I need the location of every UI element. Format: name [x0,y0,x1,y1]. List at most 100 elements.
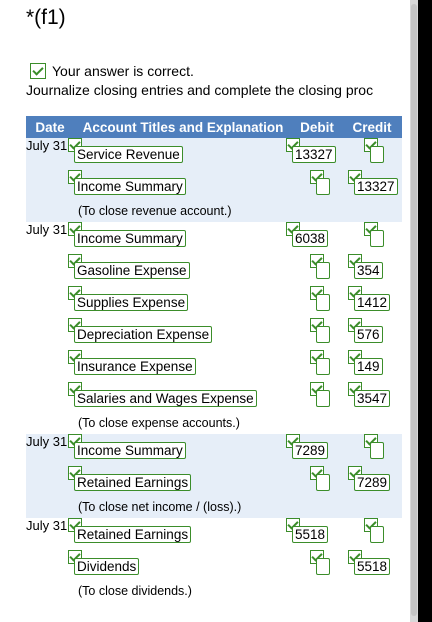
entry-date: July 31 [26,518,74,550]
debit-amount-field[interactable] [316,558,330,575]
memo-cell: (To close net income / (loss).) [74,498,402,518]
memo-row: (To close net income / (loss).) [26,498,402,518]
memo-cell: (To close dividends.) [74,582,402,602]
credit-amount-field[interactable] [370,146,384,163]
credit-amount-field[interactable] [370,442,384,459]
debit-amount-field[interactable] [316,262,330,279]
journal-line: July 31 Income Summary 6038 [26,222,402,254]
credit-cell: 576 [342,318,402,350]
date-cell-empty [26,350,74,382]
memo-date-empty [26,498,74,518]
debit-amount-field[interactable]: 5518 [292,526,329,543]
credit-amount-field[interactable]: 576 [354,326,383,343]
account-title-field[interactable]: Retained Earnings [74,526,192,543]
debit-cell [292,550,342,582]
memo-cell: (To close revenue account.) [74,202,402,222]
header-credit: Credit [342,116,402,138]
account-title-field[interactable]: Salaries and Wages Expense [74,390,257,407]
credit-amount-field[interactable] [370,230,384,247]
account-title-field[interactable]: Income Summary [74,230,186,247]
account-cell: Retained Earnings [68,466,292,498]
account-cell: Gasoline Expense [68,254,292,286]
journal-line: Salaries and Wages Expense 3547 [26,382,402,414]
debit-cell: 13327 [286,138,342,170]
debit-amount-field[interactable]: 7289 [292,442,329,459]
journal-line: Retained Earnings 7289 [26,466,402,498]
header-account: Account Titles and Explanation [74,116,292,138]
credit-amount-field[interactable]: 1412 [354,294,391,311]
account-cell: Income Summary [68,434,292,466]
journal-line: Dividends 5518 [26,550,402,582]
credit-cell [342,222,402,254]
memo-date-empty [26,202,74,222]
credit-cell: 149 [342,350,402,382]
debit-amount-field[interactable]: 13327 [292,146,336,163]
debit-cell: 5518 [286,518,342,550]
feedback-text: Your answer is correct. [52,63,194,79]
debit-amount-field[interactable] [316,326,330,343]
debit-amount-field[interactable]: 6038 [292,230,329,247]
credit-amount-field[interactable]: 354 [354,262,383,279]
account-cell: Income Summary [68,170,292,202]
account-cell: Insurance Expense [68,350,292,382]
journal-line: July 31 Income Summary 7289 [26,434,402,466]
credit-amount-field[interactable] [370,526,384,543]
entry-date: July 31 [26,434,74,466]
table-header-row: Date Account Titles and Explanation Debi… [26,116,402,138]
journal-line: July 31 Retained Earnings 5518 [26,518,402,550]
debit-amount-field[interactable] [316,294,330,311]
account-cell: Depreciation Expense [68,318,292,350]
account-title-field[interactable]: Retained Earnings [74,474,192,491]
credit-amount-field[interactable]: 3547 [354,390,391,407]
debit-cell: 7289 [286,434,342,466]
account-title-field[interactable]: Income Summary [74,178,186,195]
date-cell-empty [26,550,74,582]
account-title-field[interactable]: Dividends [74,558,140,575]
account-title-field[interactable]: Service Revenue [74,146,183,163]
account-cell: Dividends [68,550,292,582]
journal-line: Depreciation Expense 576 [26,318,402,350]
debit-cell [292,170,342,202]
date-cell-empty [26,382,74,414]
debit-amount-field[interactable] [316,390,330,407]
credit-cell: 3547 [342,382,402,414]
credit-amount-field[interactable]: 7289 [354,474,391,491]
scrollbar-thumb[interactable] [411,4,417,616]
check-icon [30,63,46,79]
credit-amount-field[interactable]: 5518 [354,558,391,575]
entry-date: July 31 [26,138,74,170]
journal-table: Date Account Titles and Explanation Debi… [26,116,402,602]
credit-cell: 5518 [342,550,402,582]
entry-explanation: (To close net income / (loss).) [78,500,242,514]
question-title: *(f1) [26,6,66,29]
account-cell: Salaries and Wages Expense [68,382,292,414]
vertical-scrollbar[interactable] [410,0,418,622]
credit-cell: 7289 [342,466,402,498]
header-date: Date [26,116,74,138]
account-title-field[interactable]: Income Summary [74,442,186,459]
memo-date-empty [26,582,74,602]
debit-amount-field[interactable] [316,178,330,195]
debit-cell [292,382,342,414]
debit-cell [292,466,342,498]
date-cell-empty [26,254,74,286]
date-cell-empty [26,466,74,498]
debit-amount-field[interactable] [316,474,330,491]
credit-amount-field[interactable]: 149 [354,358,383,375]
header-debit: Debit [292,116,342,138]
credit-amount-field[interactable]: 13327 [354,178,398,195]
account-title-field[interactable]: Insurance Expense [74,358,196,375]
credit-cell: 13327 [342,170,402,202]
date-cell-empty [26,318,74,350]
account-title-field[interactable]: Supplies Expense [74,294,189,311]
account-title-field[interactable]: Gasoline Expense [74,262,190,279]
debit-amount-field[interactable] [316,358,330,375]
date-cell-empty [26,170,74,202]
answer-feedback: Your answer is correct. [30,62,194,80]
memo-date-empty [26,414,74,434]
instruction-text: Journalize closing entries and complete … [26,82,374,98]
account-title-field[interactable]: Depreciation Expense [74,326,213,343]
account-cell: Retained Earnings [68,518,292,550]
entry-explanation: (To close expense accounts.) [78,416,240,430]
account-cell: Income Summary [68,222,292,254]
